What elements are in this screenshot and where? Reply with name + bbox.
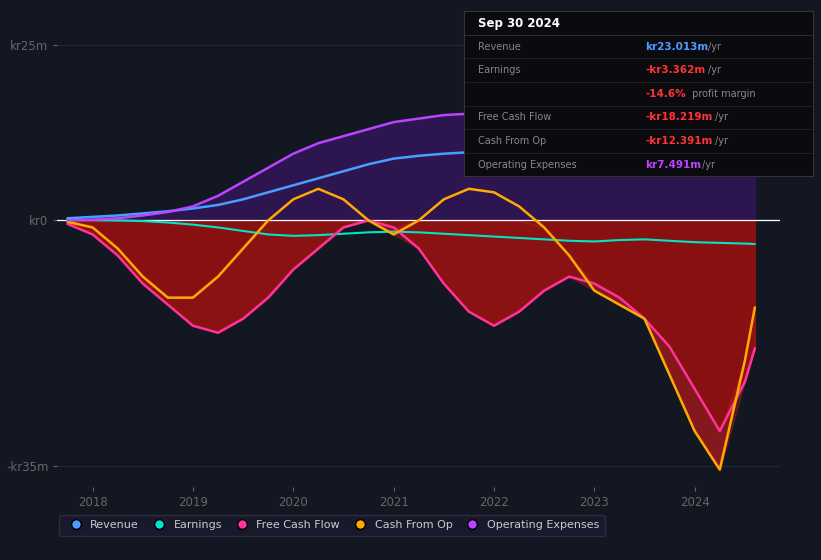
Legend: Revenue, Earnings, Free Cash Flow, Cash From Op, Operating Expenses: Revenue, Earnings, Free Cash Flow, Cash …	[59, 515, 605, 536]
Text: profit margin: profit margin	[689, 89, 755, 99]
Text: Revenue: Revenue	[478, 41, 521, 52]
Text: kr23.013m: kr23.013m	[645, 41, 709, 52]
Text: /yr: /yr	[702, 160, 715, 170]
Text: /yr: /yr	[709, 65, 722, 75]
Text: Sep 30 2024: Sep 30 2024	[478, 16, 560, 30]
Text: Earnings: Earnings	[478, 65, 521, 75]
Text: kr7.491m: kr7.491m	[645, 160, 701, 170]
Text: -kr18.219m: -kr18.219m	[645, 113, 713, 123]
Text: /yr: /yr	[715, 136, 728, 146]
Text: Free Cash Flow: Free Cash Flow	[478, 113, 551, 123]
Text: -14.6%: -14.6%	[645, 89, 686, 99]
Text: /yr: /yr	[715, 113, 728, 123]
Text: -kr3.362m: -kr3.362m	[645, 65, 705, 75]
Text: -kr12.391m: -kr12.391m	[645, 136, 713, 146]
Text: Cash From Op: Cash From Op	[478, 136, 546, 146]
Text: Operating Expenses: Operating Expenses	[478, 160, 576, 170]
Text: /yr: /yr	[709, 41, 722, 52]
